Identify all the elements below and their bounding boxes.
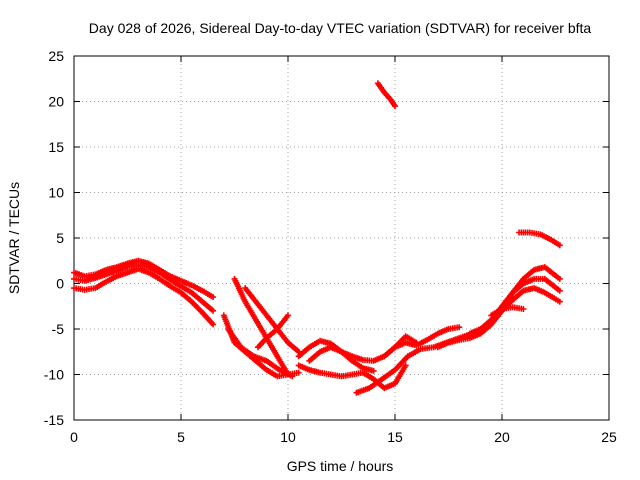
- x-tick-label: 0: [70, 429, 78, 445]
- x-tick-label: 25: [601, 429, 617, 445]
- data-points: [71, 80, 563, 396]
- y-tick-label: 20: [48, 94, 64, 110]
- y-tick-label: 10: [48, 185, 64, 201]
- series-track-s: [516, 229, 563, 249]
- series-track-b: [71, 262, 217, 314]
- grid-lines: [74, 56, 609, 420]
- series-track-r: [488, 304, 527, 319]
- data-point: [285, 312, 291, 319]
- series-track-g: [225, 326, 296, 380]
- y-tick-label: 5: [56, 230, 64, 246]
- series-track-i: [295, 362, 409, 392]
- data-point: [556, 242, 563, 249]
- x-tick-label: 20: [494, 429, 510, 445]
- data-point: [289, 373, 296, 380]
- series-track-c: [71, 265, 217, 328]
- data-point: [520, 306, 527, 312]
- data-point: [210, 294, 217, 301]
- y-tick-label: -5: [52, 321, 65, 337]
- y-axis-label: SDTVAR / TECUs: [6, 182, 22, 294]
- x-tick-label: 5: [177, 429, 185, 445]
- data-point: [556, 275, 563, 282]
- y-tick-label: 25: [48, 48, 64, 64]
- data-point: [392, 103, 398, 110]
- data-point: [370, 367, 377, 374]
- series-track-m: [381, 324, 463, 360]
- y-tick-label: 15: [48, 139, 64, 155]
- data-point: [210, 321, 217, 328]
- y-tick-label: 0: [56, 276, 64, 292]
- x-axis-label: GPS time / hours: [287, 458, 394, 474]
- series-track-h: [255, 312, 291, 351]
- series-track-k: [306, 344, 377, 374]
- data-point: [456, 324, 463, 331]
- axis-ticks: 0 5 10 15 20 25 -15 -10 -5 0 5 10 15 20 25: [44, 48, 617, 445]
- y-tick-label: -10: [44, 367, 64, 383]
- data-point: [210, 307, 217, 314]
- data-point: [556, 287, 563, 294]
- series-track-f: [242, 285, 302, 355]
- chart-title: Day 028 of 2026, Sidereal Day-to-day VTE…: [89, 20, 592, 36]
- x-tick-label: 15: [387, 429, 403, 445]
- data-point: [556, 298, 563, 305]
- y-tick-label: -15: [44, 412, 64, 428]
- data-point: [295, 369, 302, 376]
- series-track-n: [374, 80, 398, 110]
- series-track-e: [231, 275, 291, 378]
- x-tick-label: 10: [280, 429, 296, 445]
- data-point: [402, 362, 409, 369]
